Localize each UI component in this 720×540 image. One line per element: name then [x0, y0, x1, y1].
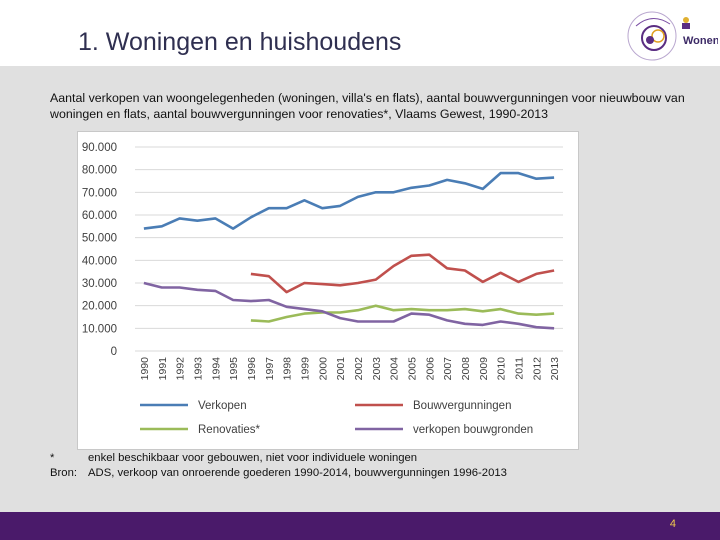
line-chart: 0 10.000 20.000 30.000 40.000 50.000 60.000 70.… — [82, 142, 563, 436]
wonen-logo-icon: Wonen — [627, 11, 718, 61]
x-tick-label: 2010 — [496, 357, 508, 381]
x-tick-label: 2008 — [460, 357, 472, 381]
x-tick-label: 2007 — [442, 357, 454, 381]
header: 1. Woningen en huishoudens Wonen — [0, 0, 720, 66]
y-tick-label: 30.000 — [82, 278, 117, 290]
legend-label: Bouwvergunningen — [413, 400, 511, 412]
legend-label: Verkopen — [198, 400, 247, 412]
footnote-marker: * — [50, 452, 55, 464]
y-tick-label: 20.000 — [82, 301, 117, 313]
x-tick-label: 2002 — [353, 357, 365, 381]
y-tick-label: 60.000 — [82, 210, 117, 222]
y-tick-label: 50.000 — [82, 233, 117, 245]
y-tick-label: 10.000 — [82, 323, 117, 335]
x-tick-label: 2001 — [335, 357, 347, 381]
series-line — [250, 253, 555, 294]
y-tick-label: 80.000 — [82, 165, 117, 177]
x-tick-label: 2000 — [317, 357, 329, 381]
page-number: 4 — [669, 518, 676, 530]
chart-subtitle: Aantal verkopen van woongelegenheden (wo… — [50, 91, 685, 121]
x-tick-label: 2003 — [371, 357, 383, 381]
x-tick-label: 1995 — [228, 357, 240, 381]
y-tick-label: 70.000 — [82, 187, 117, 199]
series-line — [250, 304, 555, 323]
x-tick-label: 2004 — [389, 357, 401, 381]
x-tick-label: 1997 — [264, 357, 276, 381]
x-tick-label: 1990 — [139, 357, 151, 381]
y-tick-label: 0 — [111, 346, 117, 358]
x-tick-label: 2013 — [549, 357, 561, 381]
y-tick-label: 90.000 — [82, 142, 117, 154]
x-tick-label: 1999 — [299, 357, 311, 381]
footnote-text: enkel beschikbaar voor gebouwen, niet vo… — [88, 452, 418, 464]
legend-label: verkopen bouwgronden — [413, 424, 533, 436]
source-text: ADS, verkoop van onroerende goederen 199… — [88, 467, 507, 479]
footer-bar: 4 — [0, 512, 720, 540]
source-label: Bron: — [50, 467, 78, 479]
x-tick-label: 1991 — [157, 357, 169, 381]
series-line — [143, 171, 555, 230]
series-line — [143, 281, 555, 330]
page-title: 1. Woningen en huishoudens — [78, 28, 402, 56]
x-tick-label: 2005 — [406, 357, 418, 381]
x-tick-label: 1998 — [282, 357, 294, 381]
y-tick-label: 40.000 — [82, 255, 117, 267]
x-tick-label: 2006 — [424, 357, 436, 381]
x-tick-label: 1993 — [192, 357, 204, 381]
x-tick-label: 1996 — [246, 357, 258, 381]
x-tick-label: 2012 — [531, 357, 543, 381]
x-tick-label: 1994 — [210, 357, 222, 381]
x-tick-label: 2009 — [478, 357, 490, 381]
x-tick-label: 1992 — [175, 357, 187, 381]
legend-label: Renovaties* — [198, 424, 261, 436]
logo-text: Wonen — [683, 35, 718, 47]
chart-panel: 0 10.000 20.000 30.000 40.000 50.000 60.000 70.… — [77, 131, 579, 450]
x-tick-label: 2011 — [513, 357, 525, 380]
